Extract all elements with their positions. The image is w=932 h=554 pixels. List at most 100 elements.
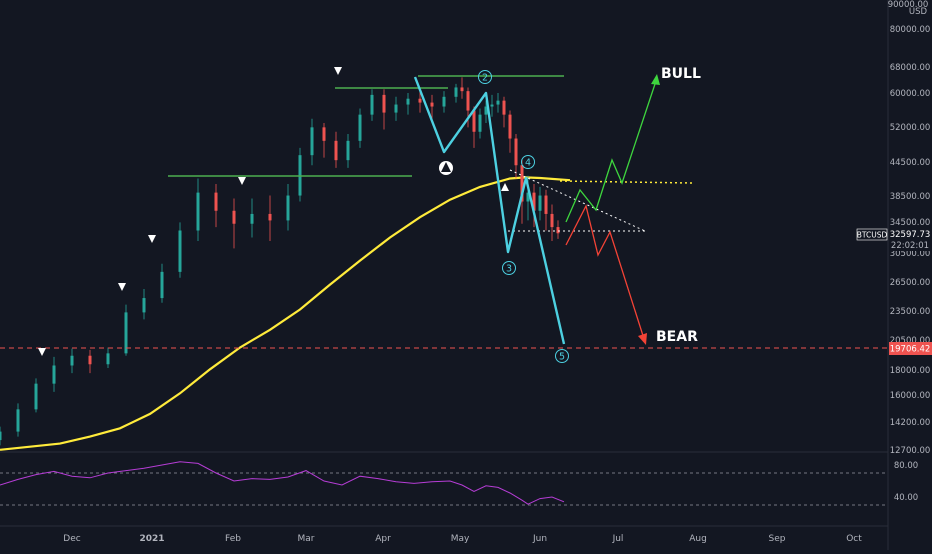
candle-body — [466, 91, 470, 111]
candle — [106, 347, 110, 369]
price-tick: 23500.00 — [890, 307, 931, 317]
candles-layer — [0, 77, 560, 446]
candle — [406, 93, 410, 115]
price-tick: 44500.00 — [890, 158, 931, 168]
last-price-label: 32597.73 — [890, 230, 931, 240]
wave-3-badge — [502, 261, 516, 275]
candle-body — [418, 98, 422, 103]
candle-body — [472, 110, 476, 132]
candle-body — [454, 87, 458, 97]
candle — [472, 106, 476, 148]
candle-body — [268, 213, 272, 221]
candle-body — [532, 192, 536, 211]
time-tick: Feb — [225, 534, 241, 544]
candle — [484, 100, 488, 124]
candle-body — [142, 298, 146, 313]
candle — [532, 184, 536, 228]
candle-body — [250, 213, 254, 224]
candle — [310, 118, 314, 166]
candle — [550, 204, 554, 242]
candle-body — [478, 114, 482, 132]
candle — [502, 96, 506, 128]
candle-body — [370, 94, 374, 115]
candle-body — [34, 383, 38, 410]
price-axis[interactable]: 90000.00 USD 80000.00 68000.00 60000.00 … — [856, 0, 932, 503]
time-tick: 2021 — [139, 534, 164, 544]
candle — [466, 87, 470, 128]
time-tick: Dec — [63, 534, 80, 544]
rsi-tick: 40.00 — [894, 493, 918, 503]
currency-label: USD — [909, 7, 928, 17]
moving-average-layer — [0, 176, 571, 451]
wave-3-label: 3 — [506, 264, 512, 275]
candle — [124, 304, 128, 356]
time-tick: Jun — [532, 534, 547, 544]
candle — [382, 89, 386, 130]
candle — [214, 184, 218, 228]
time-axis[interactable]: Dec 2021 Feb Mar Apr May Jun Jul Aug Sep… — [63, 534, 862, 544]
candle-body — [310, 127, 314, 156]
candle-body — [382, 94, 386, 113]
candle-body — [484, 106, 488, 115]
candle — [508, 110, 512, 153]
candle — [268, 195, 272, 242]
candle-body — [0, 431, 2, 441]
candle-body — [178, 230, 182, 272]
price-tick: 80000.00 — [890, 25, 931, 35]
bull-projection-path[interactable] — [565, 77, 658, 223]
elliott-wave-path[interactable] — [413, 76, 566, 345]
price-tick: 16000.00 — [890, 391, 931, 401]
candle — [394, 96, 398, 121]
candle-body — [160, 271, 164, 299]
candle — [298, 147, 302, 202]
candle-body — [358, 114, 362, 141]
candle — [346, 133, 350, 168]
candle — [556, 220, 560, 239]
candle — [88, 349, 92, 374]
sell-signal-icon — [238, 177, 246, 185]
candle — [322, 123, 326, 158]
time-tick: Aug — [689, 534, 707, 544]
candle-body — [52, 365, 56, 384]
candle — [544, 189, 548, 231]
bear-arrow-head-icon — [638, 333, 647, 345]
bear-projection-path[interactable] — [565, 204, 646, 343]
candle-body — [550, 213, 554, 228]
candle-body — [538, 195, 542, 211]
price-tick: 90000.00 — [888, 0, 929, 10]
candle — [370, 89, 374, 121]
candle-body — [496, 100, 500, 105]
projection-dotted-lines — [508, 169, 693, 232]
ma-projection-line[interactable] — [559, 180, 693, 184]
candle — [286, 184, 290, 231]
candle — [52, 356, 56, 392]
candle-body — [394, 104, 398, 113]
candle — [334, 131, 338, 168]
candle-body — [346, 140, 350, 161]
price-tick: 12700.00 — [890, 446, 931, 456]
time-tick: Apr — [375, 534, 391, 544]
wave-2-badge — [478, 70, 492, 84]
rsi-pane[interactable] — [0, 461, 888, 506]
candle — [178, 222, 182, 278]
candle — [142, 288, 146, 320]
sell-signal-icon — [38, 348, 46, 356]
candle-body — [514, 138, 518, 166]
wave-4-badge — [521, 155, 535, 169]
candle-body — [214, 192, 218, 211]
candle — [0, 426, 2, 446]
time-tick: Oct — [846, 534, 862, 544]
buy-signal-icon — [501, 183, 509, 191]
bull-label: BULL — [661, 66, 701, 82]
candle — [34, 378, 38, 413]
candle — [70, 348, 74, 374]
candle-body — [70, 355, 74, 366]
candle-body — [334, 140, 338, 161]
symbol-label: BTCUSD — [857, 231, 888, 240]
candle-body — [196, 192, 200, 231]
candle-body — [88, 355, 92, 365]
candle-body — [442, 96, 446, 107]
candle — [538, 186, 542, 221]
